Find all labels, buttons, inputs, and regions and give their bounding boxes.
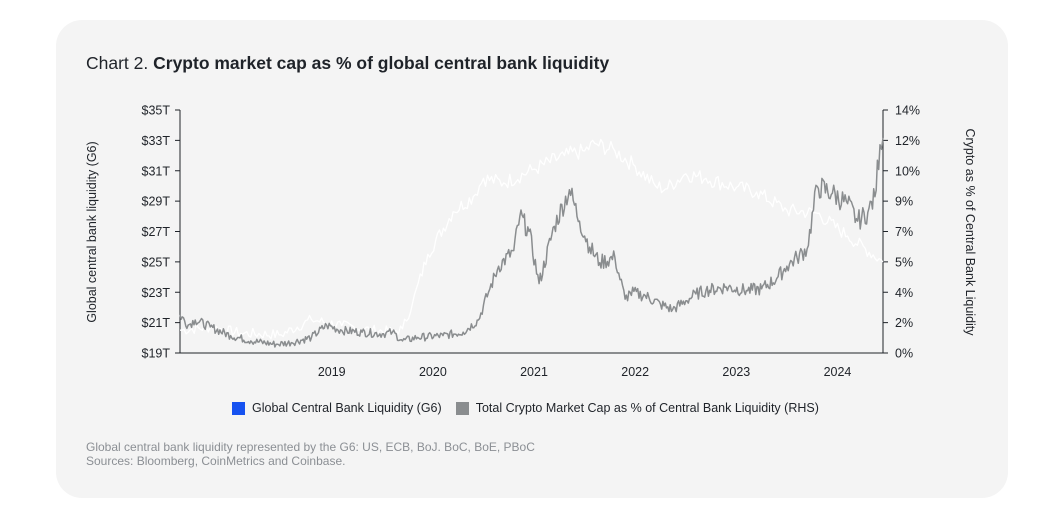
series-line-liquidity — [179, 138, 884, 340]
chart-title-main: Crypto market cap as % of global central… — [153, 53, 610, 73]
y-right-tick-label: 12% — [895, 134, 920, 148]
legend-label-liquidity: Global Central Bank Liquidity (G6) — [252, 401, 442, 415]
y-left-tick-label: $25T — [142, 255, 171, 269]
legend-item-liquidity: Global Central Bank Liquidity (G6) — [232, 401, 442, 415]
legend: Global Central Bank Liquidity (G6) Total… — [232, 401, 833, 415]
y-left-tick-label: $23T — [142, 286, 171, 300]
x-tick-label: 2022 — [621, 365, 649, 379]
y-right-tick-label: 14% — [895, 104, 920, 118]
y-right-tick-label: 4% — [895, 286, 913, 300]
x-tick-label: 2020 — [419, 365, 447, 379]
x-tick-label: 2024 — [824, 365, 852, 379]
legend-label-crypto: Total Crypto Market Cap as % of Central … — [475, 401, 819, 415]
y-left-tick-label: $29T — [142, 195, 171, 209]
footnote-g6: Global central bank liquidity represente… — [86, 440, 535, 454]
y-right-tick-label: 0% — [895, 347, 913, 361]
x-tick-label: 2021 — [520, 365, 548, 379]
series-line-crypto — [179, 137, 884, 348]
y-left-tick-label: $31T — [142, 164, 171, 178]
chart-title: Chart 2. Crypto market cap as % of globa… — [86, 53, 609, 74]
chart-title-prefix: Chart 2. — [86, 53, 149, 73]
legend-item-crypto: Total Crypto Market Cap as % of Central … — [455, 401, 819, 415]
y-left-tick-label: $21T — [142, 316, 171, 330]
tick-labels: $19T $21T $23T $25T $27T $29T $31T $33T $35T 0% 2%… — [142, 104, 921, 380]
y-right-tick-label: 5% — [895, 255, 913, 269]
y-left-axis-title: Global central bank liquidity (G6) — [85, 141, 99, 322]
x-tick-label: 2023 — [722, 365, 750, 379]
y-right-tick-label: 7% — [895, 225, 913, 239]
plot-area — [175, 109, 888, 354]
series-lines — [179, 137, 884, 348]
y-right-tick-label: 9% — [895, 195, 913, 209]
y-left-tick-label: $27T — [142, 225, 171, 239]
y-left-tick-label: $33T — [142, 134, 171, 148]
legend-swatch-crypto — [455, 401, 469, 415]
y-left-tick-label: $35T — [142, 104, 171, 118]
footnote-sources: Sources: Bloomberg, CoinMetrics and Coin… — [86, 454, 346, 468]
chart-card — [56, 20, 1008, 498]
y-left-tick-label: $19T — [142, 347, 171, 361]
legend-swatch-liquidity — [232, 401, 245, 415]
x-tick-label: 2019 — [318, 365, 346, 379]
y-right-axis-title: Crypto as % of Central Bank Liquidity — [963, 128, 977, 336]
footnotes: Global central bank liquidity represente… — [86, 440, 535, 468]
y-right-tick-label: 2% — [895, 316, 913, 330]
y-right-tick-label: 10% — [895, 164, 920, 178]
